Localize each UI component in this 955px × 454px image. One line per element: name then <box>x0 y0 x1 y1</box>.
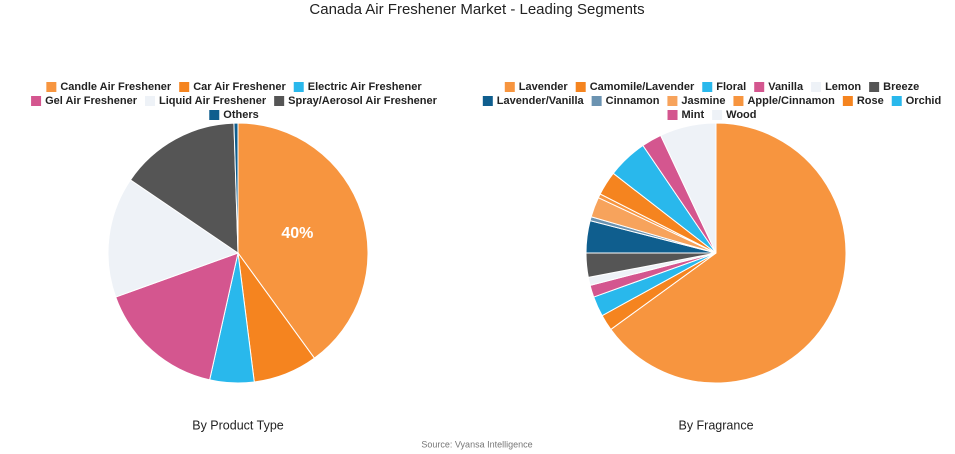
legend-item: Vanilla <box>754 81 804 93</box>
chart-subtitle: By Product Type <box>192 418 284 432</box>
legend-swatch <box>504 82 515 92</box>
legend-label: Car Air Freshener <box>193 81 286 93</box>
legend-item: Liquid Air Freshener <box>144 95 267 107</box>
legend-swatch <box>842 96 853 106</box>
legend-item: Floral <box>702 81 746 93</box>
legend-swatch <box>46 82 57 92</box>
legend-item: Lemon <box>811 81 861 93</box>
legend-swatch <box>31 96 42 106</box>
legend-swatch <box>144 96 155 106</box>
legend-label: Liquid Air Freshener <box>159 95 267 107</box>
legend-swatch <box>575 82 586 92</box>
pie-slice <box>129 122 239 254</box>
legend-swatch <box>712 110 723 120</box>
legend-item: Spray/Aerosol Air Freshener <box>274 95 438 107</box>
legend-label: Lemon <box>825 81 861 93</box>
legend-swatch <box>891 96 902 106</box>
pie-slice <box>115 252 239 381</box>
legend-label: Camomile/Lavender <box>590 81 695 93</box>
legend-label: Lavender <box>519 81 569 93</box>
legend-item: Camomile/Lavender <box>575 81 695 93</box>
chart-title: Canada Air Freshener Market - Leading Se… <box>309 1 644 18</box>
legend-label: Mint <box>682 109 705 121</box>
legend-label: Candle Air Freshener <box>60 81 172 93</box>
legend-swatch <box>179 82 190 92</box>
legend-item: Lavender/Vanilla <box>482 95 585 107</box>
value-label: 40% <box>281 225 313 242</box>
pie-slice <box>107 179 240 298</box>
source: Source: Vyansa Intelligence <box>421 439 532 449</box>
legend-swatch <box>591 96 602 106</box>
legend-item: Orchid <box>891 95 941 107</box>
legend-label: Floral <box>716 81 746 93</box>
legend-label: Orchid <box>906 95 941 107</box>
legend-swatch <box>209 110 220 120</box>
legend-item: Car Air Freshener <box>179 81 286 93</box>
legend-label: Others <box>223 109 258 121</box>
pie-slice <box>237 122 369 359</box>
legend-swatch <box>733 96 744 106</box>
legend-swatch <box>274 96 285 106</box>
legend-label: Vanilla <box>768 81 804 93</box>
legend-swatch <box>702 82 713 92</box>
legend-swatch <box>482 96 493 106</box>
legend-swatch <box>293 82 304 92</box>
legend-label: Apple/Cinnamon <box>747 95 835 107</box>
legend-item: Cinnamon <box>591 95 660 107</box>
chart-subtitle: By Fragrance <box>678 418 753 432</box>
legend-item: Wood <box>712 109 756 121</box>
legend-item: Breeze <box>869 81 919 93</box>
legend-label: Jasmine <box>681 95 725 107</box>
legend-swatch <box>811 82 822 92</box>
legend-swatch <box>754 82 765 92</box>
legend-item: Mint <box>667 109 705 121</box>
pie-slice <box>233 122 239 254</box>
legend-label: Rose <box>857 95 884 107</box>
legend-item: Rose <box>842 95 884 107</box>
legend-label: Wood <box>726 109 756 121</box>
legend-label: Cinnamon <box>606 95 660 107</box>
legend-swatch <box>667 96 678 106</box>
legend-item: Jasmine <box>667 95 725 107</box>
legend-item: Apple/Cinnamon <box>733 95 835 107</box>
legend-label: Spray/Aerosol Air Freshener <box>288 95 437 107</box>
legend-label: Breeze <box>883 81 919 93</box>
legend-label: Lavender/Vanilla <box>497 95 585 107</box>
legend-label: Electric Air Freshener <box>308 81 423 93</box>
pie-slice <box>610 122 847 384</box>
legend-item: Others <box>209 109 259 121</box>
legend-item: Candle Air Freshener <box>46 81 172 93</box>
pie-slice <box>659 122 717 254</box>
legend-label: Gel Air Freshener <box>45 95 138 107</box>
legend-item: Electric Air Freshener <box>293 81 423 93</box>
legend-item: Gel Air Freshener <box>31 95 138 107</box>
legend-swatch <box>869 82 880 92</box>
legend-item: Lavender <box>504 81 569 93</box>
legend-swatch <box>667 110 678 120</box>
